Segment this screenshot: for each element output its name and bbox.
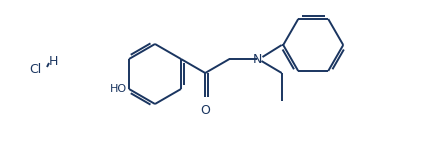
Text: H: H xyxy=(48,55,58,67)
Text: HO: HO xyxy=(110,84,127,94)
Text: O: O xyxy=(200,104,210,117)
Text: Cl: Cl xyxy=(29,62,41,76)
Text: N: N xyxy=(253,52,262,66)
